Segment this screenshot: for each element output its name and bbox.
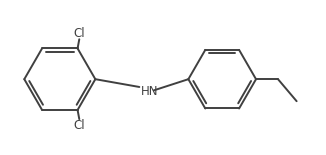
Text: Cl: Cl — [73, 119, 85, 132]
Text: Cl: Cl — [73, 27, 85, 40]
Text: HN: HN — [141, 84, 158, 97]
